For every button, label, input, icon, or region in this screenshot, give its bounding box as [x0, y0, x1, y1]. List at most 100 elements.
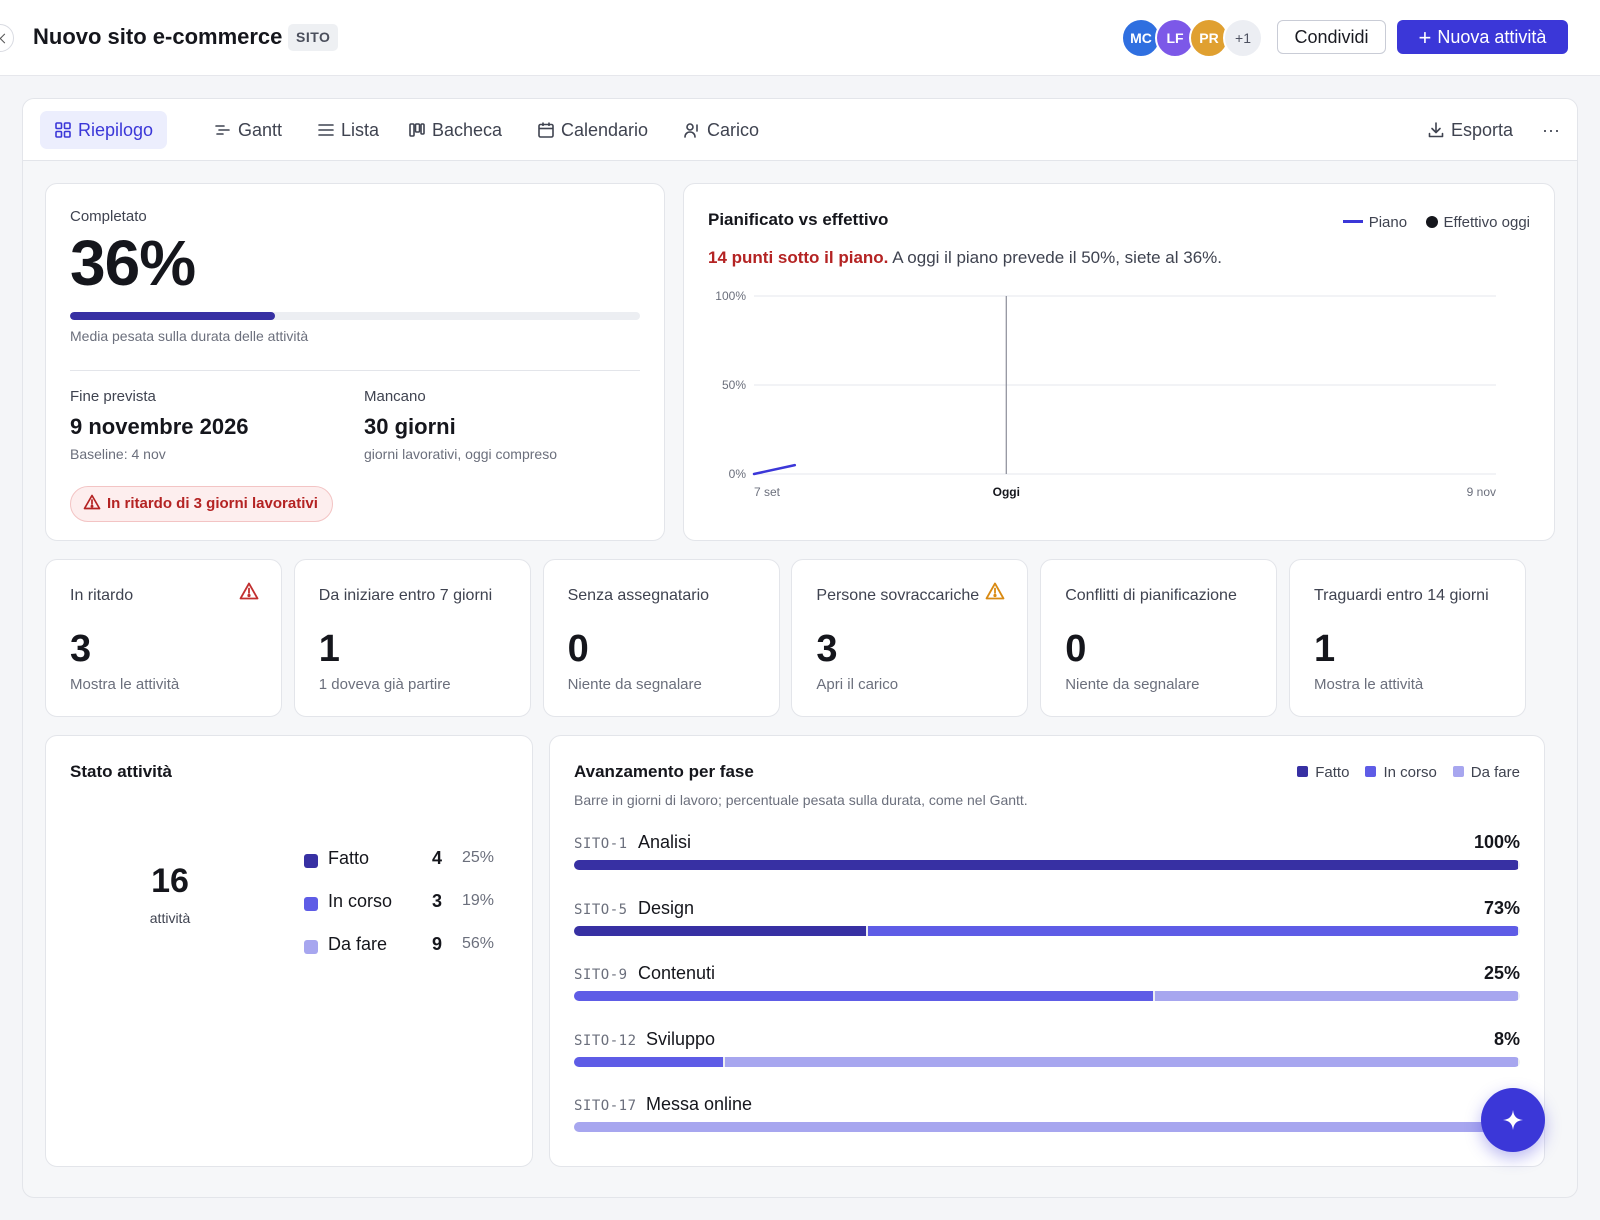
- delay-alert-badge[interactable]: In ritardo di 3 giorni lavorativi: [70, 486, 333, 522]
- kpi-link[interactable]: Niente da segnalare: [567, 676, 702, 693]
- kpi-card[interactable]: Persone sovraccariche 3 Apri il carico: [791, 559, 1029, 717]
- back-icon[interactable]: [0, 24, 14, 52]
- tab-riepilogo[interactable]: Riepilogo: [40, 111, 168, 149]
- kpi-link[interactable]: Mostra le attività: [70, 676, 180, 693]
- kpi-card[interactable]: Conflitti di pianificazione 0 Niente da se…: [1040, 559, 1278, 717]
- phase-name: Sviluppo: [646, 1028, 716, 1049]
- status-total-label: attività: [149, 910, 191, 926]
- phase-legend: Fatto In corso Da fare: [1281, 764, 1520, 784]
- end-date-value: 9 novembre 2026: [70, 414, 249, 439]
- phase-bar-done: [574, 860, 1518, 870]
- phase-name: Analisi: [638, 832, 692, 852]
- avatar[interactable]: PR: [1189, 18, 1229, 58]
- phase-legend-item: Da fare: [1452, 764, 1520, 781]
- legend-plan-swatch: [1342, 220, 1363, 223]
- kpi-label: Persone sovraccariche: [816, 587, 980, 604]
- phase-code: SITO-12: [574, 1032, 637, 1049]
- phase-legend-label: Da fare: [1470, 764, 1520, 781]
- status-legend-row: Fatto 4 25%: [304, 848, 504, 872]
- chart-title: Pianificato vs effettivo: [708, 210, 889, 229]
- kpi-value: 1: [1314, 628, 1336, 670]
- phase-row[interactable]: SITO-1 Analisi 100%: [574, 832, 1520, 882]
- status-swatch: [304, 940, 318, 954]
- export-button[interactable]: Esporta: [1413, 111, 1527, 149]
- completion-progress-bar: [70, 312, 640, 320]
- x-tick-label: 9 nov: [1467, 485, 1496, 499]
- kpi-card[interactable]: In ritardo 3 Mostra le attività: [45, 559, 282, 717]
- legend-plan-label: Piano: [1368, 214, 1408, 231]
- gantt-icon: [215, 125, 230, 135]
- avatar[interactable]: LF: [1155, 18, 1195, 58]
- completion-label: Completato: [70, 208, 147, 225]
- warning-icon: [239, 582, 259, 600]
- share-button[interactable]: Condividi: [1277, 20, 1386, 54]
- sparkle-icon: [1503, 1110, 1523, 1130]
- more-members-avatar[interactable]: +1: [1223, 18, 1263, 58]
- phase-bar-todo: [1155, 991, 1518, 1001]
- phase-legend-item: Fatto: [1297, 764, 1349, 781]
- kpi-card[interactable]: Traguardi entro 14 giorni 1 Mostra le atti…: [1289, 559, 1526, 717]
- legend-actual-swatch: [1425, 216, 1438, 228]
- phase-bar-doing: [868, 925, 1518, 936]
- phase-bar-todo: [574, 1122, 1518, 1132]
- variance-highlight: 14 punti sotto il piano.: [708, 248, 889, 267]
- kpi-value: 3: [816, 628, 838, 670]
- new-task-label: Nuova attività: [1437, 27, 1547, 47]
- phase-bar-done: [574, 925, 867, 936]
- phase-bar-doing: [574, 1056, 723, 1067]
- tab-label: Calendario: [561, 120, 649, 140]
- kpi-link[interactable]: Niente da segnalare: [1065, 676, 1200, 693]
- tab-gantt[interactable]: Gantt: [200, 111, 296, 149]
- status-swatch: [304, 854, 318, 868]
- completion-note: Media pesata sulla durata delle attività: [70, 328, 309, 344]
- phase-row[interactable]: SITO-5 Design 73%: [574, 898, 1520, 948]
- tab-carico[interactable]: Carico: [669, 111, 773, 149]
- remaining-note: giorni lavorativi, oggi compreso: [364, 446, 557, 462]
- plan-vs-actual-card: Pianificato vs effettivo Piano Effettivo…: [683, 183, 1555, 541]
- phase-progress-card: Avanzamento per fase Fatto In corso Da far…: [549, 735, 1545, 1167]
- kpi-link[interactable]: Apri il carico: [816, 676, 899, 693]
- tab-lista[interactable]: Lista: [303, 111, 393, 149]
- variance-detail: A oggi il piano prevede il 50%, siete al…: [892, 248, 1223, 267]
- kpi-card[interactable]: Da iniziare entro 7 giorni 1 1 doveva già …: [293, 559, 531, 717]
- phase-title: Avanzamento per fase: [574, 762, 754, 781]
- kpi-value: 1: [318, 628, 340, 670]
- phase-name: Contenuti: [638, 963, 716, 983]
- status-legend-row: Da fare 9 56%: [304, 934, 504, 958]
- avatar[interactable]: MC: [1121, 18, 1161, 58]
- plan-series-line: [752, 463, 797, 476]
- tab-label: Carico: [707, 120, 760, 140]
- phase-subtitle: Barre in giorni di lavoro; percentuale p…: [574, 792, 1028, 808]
- phase-legend-label: In corso: [1383, 764, 1437, 781]
- kpi-card[interactable]: Senza assegnatario 0 Niente da segnalare: [542, 559, 780, 717]
- phase-percent: 73%: [1483, 897, 1520, 918]
- kpi-value: 0: [567, 628, 589, 670]
- new-task-button[interactable]: + Nuova attività: [1397, 20, 1568, 54]
- phase-progress-bar: [574, 925, 1520, 936]
- phase-legend-swatch: [1297, 766, 1309, 777]
- status-count: 4: [431, 848, 442, 868]
- phase-legend-swatch: [1452, 766, 1464, 777]
- phase-percent: 8%: [1493, 1028, 1520, 1049]
- ai-assistant-button[interactable]: [1481, 1088, 1545, 1152]
- project-title: Nuovo sito e-commerce: [33, 24, 283, 49]
- phase-row[interactable]: SITO-9 Contenuti 25%: [574, 963, 1520, 1013]
- phase-bar-todo: [724, 1056, 1518, 1067]
- tab-calendario[interactable]: Calendario: [523, 111, 662, 149]
- tab-bacheca[interactable]: Bacheca: [394, 111, 516, 149]
- phase-legend-item: In corso: [1365, 764, 1437, 781]
- remaining-value: 30 giorni: [364, 414, 456, 439]
- completion-progress-fill: [70, 312, 276, 320]
- phase-row[interactable]: SITO-12 Sviluppo 8%: [574, 1029, 1520, 1079]
- phase-row[interactable]: SITO-17 Messa online: [574, 1094, 1520, 1144]
- user-load-icon: [684, 123, 698, 138]
- view-tabs: Riepilogo Gantt Lista Bacheca Calendario…: [23, 99, 1577, 161]
- status-title: Stato attività: [70, 762, 173, 781]
- more-options-icon[interactable]: ···: [1542, 120, 1560, 140]
- end-date-label: Fine prevista: [70, 388, 156, 405]
- kpi-label: Da iniziare entro 7 giorni: [318, 587, 493, 604]
- kpi-link[interactable]: Mostra le attività: [1314, 676, 1424, 693]
- status-count: 9: [431, 934, 442, 954]
- kpi-value: 0: [1065, 628, 1087, 670]
- kpi-link[interactable]: 1 doveva già partire: [318, 676, 451, 693]
